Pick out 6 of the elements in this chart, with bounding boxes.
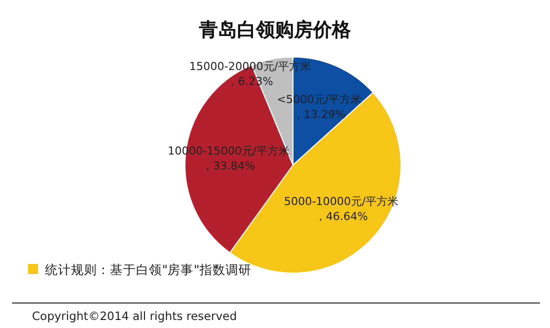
data-label: ，13.29% — [292, 108, 346, 121]
text: 统计规则：基于白领"房事"指数调研 — [45, 262, 252, 277]
data-label: ，46.64% — [314, 210, 368, 224]
chart-title: 青岛白领购房价格 — [198, 19, 352, 41]
data-label: ，33.84% — [202, 159, 256, 172]
text: Copyright©2014 all rights reserved — [32, 309, 237, 323]
